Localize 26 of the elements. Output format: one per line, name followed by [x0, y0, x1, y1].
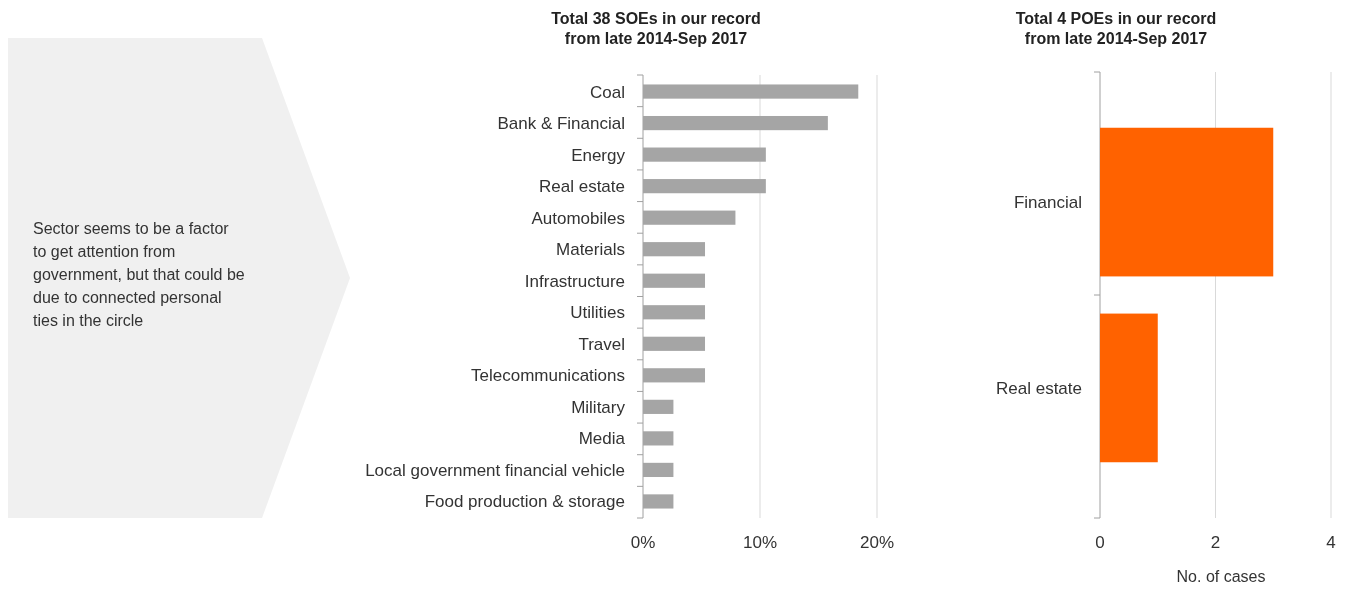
x-tick-label: 10%: [742, 533, 778, 552]
x-tick-label: 20%: [859, 533, 895, 552]
x-tick-label: 0: [1095, 533, 1105, 552]
y-tick-label: Food production & storage: [424, 492, 625, 512]
y-tick-label: Local government financial vehicle: [365, 460, 625, 480]
x-tick-label: 4: [1326, 533, 1336, 552]
x-tick-label: 2: [1210, 533, 1221, 552]
y-tick-label: Telecommunications: [470, 366, 625, 386]
x-tick-label: 0%: [630, 533, 656, 552]
chart-title: Total 38 SOEs in our record from late 2014-Sep 2017: [551, 10, 761, 47]
y-tick-label: Military: [571, 397, 626, 417]
chart-title: Total 4 POEs in our record from late 2014-Sep 2017: [1015, 10, 1217, 47]
y-tick-label: Energy: [571, 145, 626, 165]
y-tick-label: Automobiles: [531, 208, 625, 228]
text: Sector seems to be a factor to get attention from government, but that could be due to connected personal ties in the circle: [33, 220, 245, 329]
y-tick-label: Utilities: [570, 303, 625, 323]
y-tick-label: Bank & Financial: [497, 114, 625, 134]
y-tick-label: Media: [578, 429, 626, 449]
y-tick-label: Infrastructure: [524, 271, 625, 291]
y-tick-label: Financial: [1013, 193, 1082, 213]
x-axis-title: No. of cases: [1176, 568, 1266, 585]
y-tick-label: Real estate: [996, 378, 1082, 398]
y-tick-label: Travel: [578, 334, 625, 354]
y-tick-label: Real estate: [539, 177, 625, 197]
y-tick-label: Coal: [590, 82, 625, 102]
y-tick-label: Materials: [556, 240, 625, 260]
